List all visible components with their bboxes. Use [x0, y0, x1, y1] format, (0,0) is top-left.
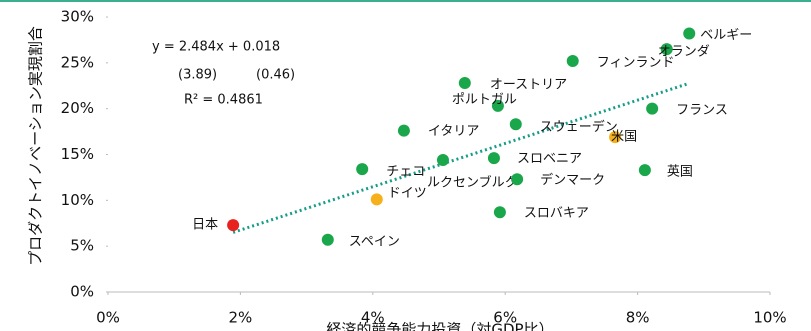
point [493, 206, 506, 219]
x-tick-label: 10% [753, 309, 786, 327]
point [397, 124, 410, 137]
annotation: y = 2.484x + 0.018 [152, 40, 280, 55]
point-label: ドイツ [388, 186, 427, 201]
y-tick-label: 10% [61, 191, 94, 209]
x-tick-label: 2% [229, 309, 253, 327]
point-label: スロバキア [524, 206, 589, 221]
annotation: (0.46) [256, 68, 295, 83]
point [609, 131, 622, 144]
x-axis-label: 経済的競争能力投資（対GDP比） [326, 321, 553, 331]
point-label: チェコ [386, 165, 425, 180]
point [566, 55, 579, 67]
y-tick-label: 25% [61, 53, 94, 71]
point-label: スウェーデン [540, 119, 618, 135]
y-axis-label: プロダクトイノベーション実現割合 [27, 26, 45, 266]
point [660, 43, 673, 56]
annotation: (3.89) [178, 68, 217, 83]
point [683, 27, 696, 40]
y-tick-label: 20% [61, 99, 94, 117]
point [491, 99, 504, 112]
point [509, 118, 522, 131]
point-label: デンマーク [540, 172, 605, 188]
point [356, 163, 369, 176]
point-label: ポルトガル [452, 92, 517, 107]
point [511, 173, 524, 186]
point-label: スロベニア [517, 152, 582, 167]
point [436, 154, 449, 166]
x-tick-label: 8% [626, 309, 650, 327]
y-tick-label: 15% [61, 145, 94, 163]
point [487, 152, 500, 165]
point [227, 219, 240, 232]
point [646, 102, 659, 115]
point-label: フィンランド [597, 56, 675, 71]
point-label: オランダ [658, 45, 710, 60]
point-label: 日本 [192, 218, 218, 233]
y-tick-label: 5% [70, 237, 94, 255]
x-tick-label: 4% [361, 309, 385, 327]
x-tick-label: 0% [96, 309, 120, 327]
x-tick-label: 6% [493, 309, 517, 327]
annotation: R² = 0.4861 [184, 93, 263, 108]
y-tick-label: 0% [70, 283, 94, 301]
point-label: ルクセンブルク [427, 175, 518, 191]
point-label: フランス [676, 103, 728, 118]
point [638, 164, 651, 177]
point [370, 193, 383, 206]
point-label: スペイン [349, 234, 400, 249]
point-label: 米国 [611, 130, 637, 145]
point [321, 233, 334, 246]
point-label: 英国 [667, 165, 693, 180]
point-label: イタリア [428, 124, 479, 139]
point-label: ベルギー [700, 28, 752, 43]
y-tick-label: 30% [61, 8, 94, 26]
point [458, 77, 471, 89]
point-label: オーストリア [490, 78, 567, 93]
